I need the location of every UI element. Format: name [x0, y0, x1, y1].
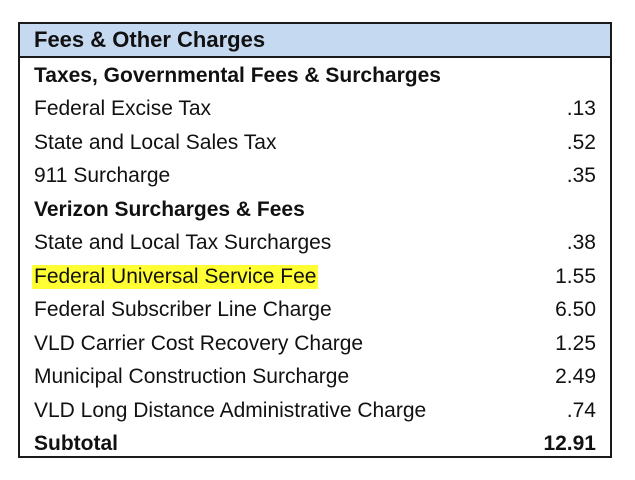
- row-value: .52: [566, 130, 596, 154]
- table-row: Federal Excise Tax .13: [20, 93, 610, 127]
- row-value: 2.49: [555, 365, 596, 389]
- table-row: 911 Surcharge .35: [20, 160, 610, 194]
- row-label: State and Local Tax Surcharges: [34, 231, 332, 255]
- table-row: State and Local Tax Surcharges .38: [20, 227, 610, 261]
- row-label: VLD Carrier Cost Recovery Charge: [34, 331, 364, 355]
- row-value: .38: [566, 231, 596, 255]
- row-label: Municipal Construction Surcharge: [34, 365, 350, 389]
- table-row: Federal Subscriber Line Charge 6.50: [20, 294, 610, 328]
- row-label: State and Local Sales Tax: [34, 130, 277, 154]
- row-label: Federal Subscriber Line Charge: [34, 298, 332, 322]
- row-value: .74: [566, 398, 596, 422]
- section-row-taxes: Taxes, Governmental Fees & Surcharges: [20, 59, 610, 93]
- table-row: VLD Long Distance Administrative Charge …: [20, 394, 610, 428]
- subtotal-row: Subtotal 12.91: [20, 428, 610, 462]
- subtotal-value: 12.91: [543, 432, 596, 456]
- table-row: State and Local Sales Tax .52: [20, 126, 610, 160]
- table-body: Taxes, Governmental Fees & Surcharges Fe…: [20, 58, 610, 461]
- table-title: Fees & Other Charges: [34, 27, 266, 52]
- row-value: 6.50: [555, 298, 596, 322]
- row-value: 1.55: [555, 264, 596, 288]
- row-value: .35: [566, 164, 596, 188]
- row-label: Verizon Surcharges & Fees: [34, 197, 305, 221]
- table-row: VLD Carrier Cost Recovery Charge 1.25: [20, 327, 610, 361]
- table-header: Fees & Other Charges: [20, 24, 610, 58]
- highlighted-row-label: Federal Universal Service Fee: [32, 264, 319, 289]
- section-row-verizon: Verizon Surcharges & Fees: [20, 193, 610, 227]
- row-label: Taxes, Governmental Fees & Surcharges: [34, 63, 441, 87]
- row-label: 911 Surcharge: [34, 164, 171, 188]
- row-label: VLD Long Distance Administrative Charge: [34, 398, 427, 422]
- subtotal-label: Subtotal: [34, 432, 118, 456]
- row-value: .13: [566, 97, 596, 121]
- row-value: 1.25: [555, 331, 596, 355]
- table-row: Municipal Construction Surcharge 2.49: [20, 361, 610, 395]
- fees-table: Fees & Other Charges Taxes, Governmental…: [18, 22, 612, 458]
- row-label: Federal Excise Tax: [34, 97, 212, 121]
- table-row-highlighted: Federal Universal Service Fee 1.55: [20, 260, 610, 294]
